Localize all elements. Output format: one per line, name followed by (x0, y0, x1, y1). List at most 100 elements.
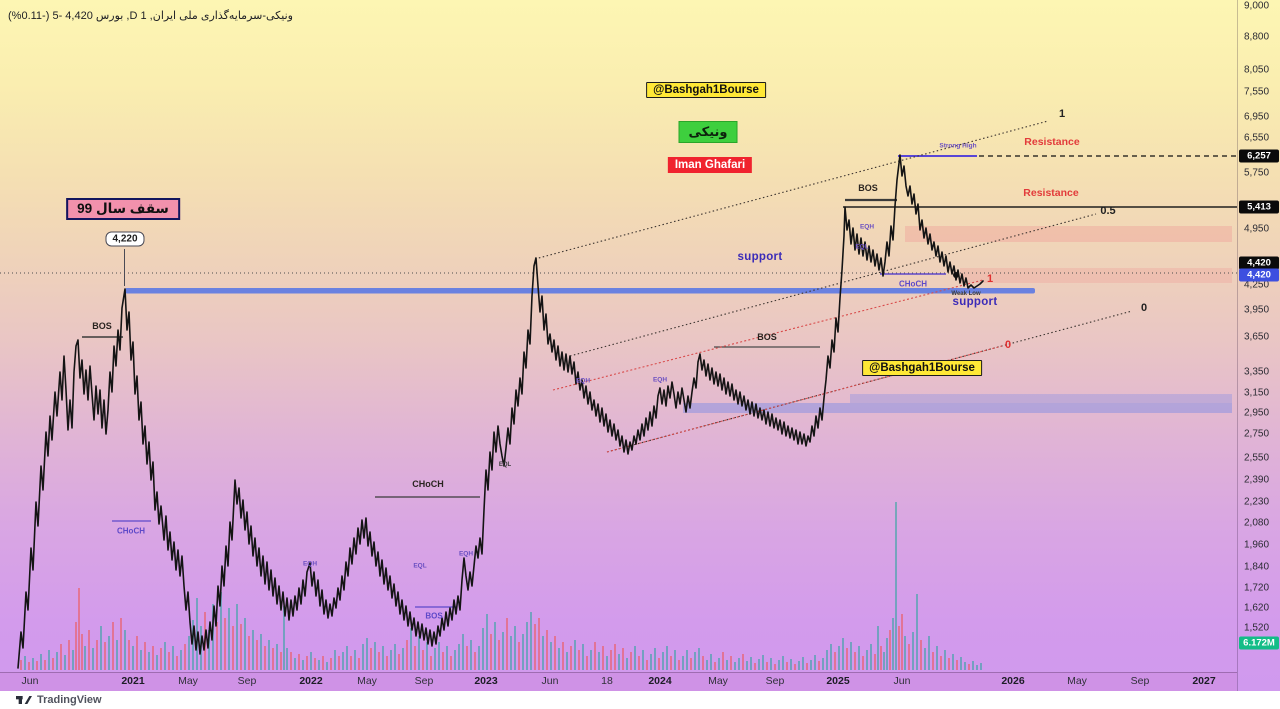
price-tag: 4,420 (1239, 256, 1279, 270)
footer: TradingView (0, 691, 1280, 709)
volume-bar (382, 646, 384, 670)
last-price-marker (953, 272, 959, 278)
volume-bar (968, 664, 970, 670)
choch-label-left: CHoCH (117, 526, 145, 536)
volume-bar (374, 642, 376, 670)
bos-label-mid: BOS (757, 332, 777, 342)
time-axis[interactable]: Jun 2021 May Sep 2022 May Sep 2023 Jun 18 2024 May S… (0, 672, 1237, 692)
supply-zone-lower[interactable] (960, 268, 1232, 283)
volume-bar (36, 661, 38, 670)
volume-bar (650, 654, 652, 670)
volume-bar (168, 652, 170, 670)
support-band-main[interactable] (125, 288, 1035, 294)
tradingview-logo-icon[interactable] (16, 694, 32, 706)
volume-bar (766, 662, 768, 670)
badge-year-high[interactable]: سقف سال 99 (66, 198, 180, 220)
volume-bar (952, 654, 954, 670)
volume-bar (830, 644, 832, 670)
fib-level-0[interactable]: 0 (1140, 302, 1148, 314)
badge-channel-top[interactable]: @Bashgah1Bourse (646, 82, 766, 98)
volume-bar (570, 646, 572, 670)
fib-level-1[interactable]: 1 (1058, 108, 1066, 120)
chart-pane[interactable] (0, 0, 1237, 672)
volume-bar (594, 642, 596, 670)
volume-bar (880, 646, 882, 670)
support-zone-low-1[interactable] (683, 403, 1232, 413)
volume-bar (858, 646, 860, 670)
price-tick: 8,800 (1244, 31, 1270, 43)
supply-zone-upper[interactable] (905, 226, 1232, 242)
time-tick: May (708, 675, 728, 687)
fib-red-level-1[interactable]: 1 (986, 273, 994, 285)
volume-bar (924, 648, 926, 670)
fib-red-level-0[interactable]: 0 (1004, 339, 1012, 351)
volume-bar (232, 626, 234, 670)
volume-bar (912, 632, 914, 670)
time-tick: May (1067, 675, 1087, 687)
tradingview-brand[interactable]: TradingView (37, 694, 102, 706)
volume-bar (96, 640, 98, 670)
time-tick: Jun (893, 675, 911, 687)
volume-bar (694, 652, 696, 670)
price-axis[interactable]: 9,000 8,800 8,050 7,550 6,950 6,550 5,750 4,950… (1237, 0, 1280, 691)
badge-channel-mid[interactable]: @Bashgah1Bourse (862, 360, 982, 376)
volume-bar (698, 648, 700, 670)
volume-bar (936, 646, 938, 670)
support-label-1[interactable]: support (737, 251, 783, 263)
volume-bar (108, 636, 110, 670)
badge-symbol[interactable]: ونیکی (678, 121, 738, 143)
volume-bar (20, 660, 22, 670)
volume-bar (786, 662, 788, 670)
volume-bar (462, 634, 464, 670)
volume-bar (346, 646, 348, 670)
badge-author[interactable]: Iman Ghafari (667, 157, 753, 173)
resistance-label-2[interactable]: Resistance (1023, 187, 1079, 199)
fib-channel-line-1[interactable] (534, 120, 1049, 260)
eqh-label-3: EQH (575, 377, 591, 385)
volume-bar (722, 652, 724, 670)
volume-bar (758, 659, 760, 670)
volume-bar (886, 638, 888, 670)
volume-bar (846, 648, 848, 670)
volume-bar (112, 622, 114, 670)
volume-bar (486, 614, 488, 670)
volume-bar (510, 636, 512, 670)
volume-bar (172, 646, 174, 670)
volume-bar (184, 644, 186, 670)
volume-bar (554, 636, 556, 670)
eqh-label-5: EQH (859, 223, 875, 231)
volume-bar (260, 634, 262, 670)
volume-bar (598, 652, 600, 670)
volume-bar (774, 664, 776, 670)
volume-bar (318, 660, 320, 670)
price-tick: 8,050 (1244, 64, 1270, 76)
volume-bar (116, 640, 118, 670)
strong-high-label: Strong High (939, 142, 977, 150)
volume-bar (78, 588, 80, 670)
volume-bar (378, 652, 380, 670)
volume-bar (534, 624, 536, 670)
support-zone-low-2[interactable] (850, 394, 1232, 403)
price-tick: 2,750 (1244, 428, 1270, 440)
volume-bar (160, 648, 162, 670)
price-tick: 2,550 (1244, 452, 1270, 464)
fib-level-05[interactable]: 0.5 (1100, 205, 1116, 217)
fib-channel-line-05[interactable] (569, 213, 1097, 357)
volume-bar (916, 594, 918, 670)
resistance-label-1[interactable]: Resistance (1024, 136, 1080, 148)
volume-bar (56, 652, 58, 670)
red-channel-line-1[interactable] (552, 279, 984, 391)
volume-bar (92, 648, 94, 670)
price-tick: 6,950 (1244, 111, 1270, 123)
volume-bar (32, 658, 34, 670)
price-line[interactable] (17, 154, 984, 669)
fib-channel-line-0[interactable] (606, 310, 1133, 453)
price-callout-4220[interactable]: 4,220 (105, 231, 145, 247)
support-label-2[interactable]: support (952, 296, 998, 308)
volume-bar (646, 660, 648, 670)
price-tick: 2,080 (1244, 517, 1270, 529)
volume-bar (542, 636, 544, 670)
volume-bar (690, 658, 692, 670)
volume-bar (144, 642, 146, 670)
symbol-legend[interactable]: ونیکی-سرمایه‌گذاری ملی ایران, 1 D, بورس … (8, 10, 293, 22)
